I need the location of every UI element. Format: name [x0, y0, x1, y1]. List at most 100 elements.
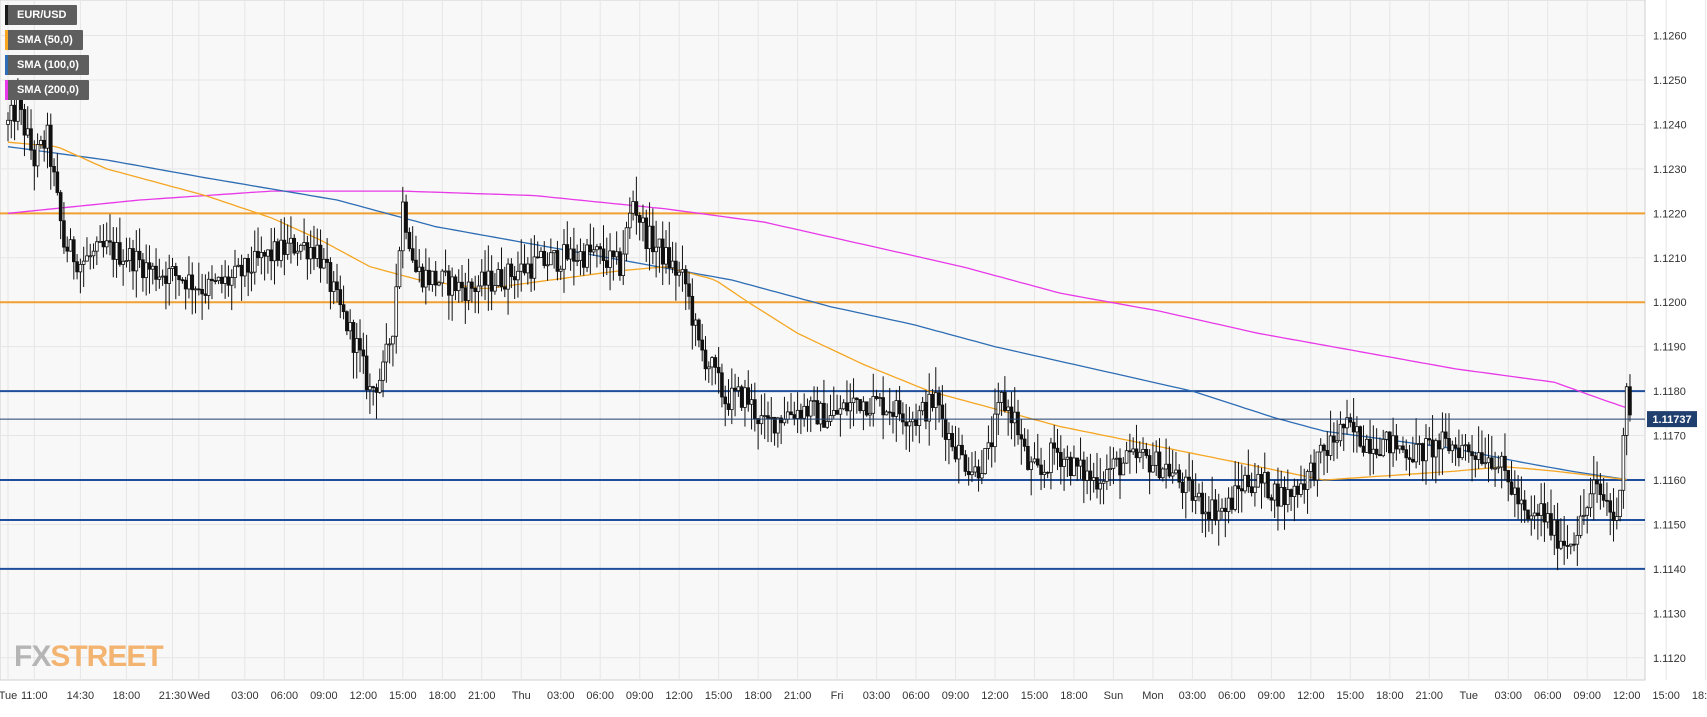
candle — [328, 257, 333, 310]
candle — [1213, 489, 1218, 526]
candle-body — [1394, 435, 1399, 450]
candle — [901, 402, 905, 435]
candle-body — [341, 304, 346, 313]
candle-body — [1286, 489, 1290, 506]
candle-body — [1605, 499, 1609, 502]
legend-label: EUR/USD — [17, 9, 67, 21]
candle-body — [1226, 497, 1231, 513]
candle — [989, 416, 994, 468]
candle-body — [75, 261, 79, 273]
candle — [953, 426, 958, 463]
candle — [1542, 482, 1547, 542]
y-tick-label: 1.1140 — [1653, 564, 1686, 576]
candle — [1496, 455, 1501, 474]
legend-item[interactable]: EUR/USD — [5, 5, 77, 25]
candle — [1325, 431, 1330, 473]
candle-body — [470, 281, 474, 289]
legend-item[interactable]: SMA (50,0) — [5, 30, 83, 50]
candle-body — [598, 246, 602, 250]
candle-body — [272, 241, 277, 262]
candle-body — [1305, 471, 1310, 490]
candle-body — [970, 471, 974, 476]
candle-body — [1259, 474, 1264, 484]
candle-body — [1611, 511, 1616, 521]
candle-body — [147, 262, 152, 270]
candle-body — [1055, 447, 1060, 453]
candle — [48, 113, 53, 190]
legend-item[interactable]: SMA (100,0) — [5, 55, 89, 75]
candle-body — [1032, 458, 1037, 463]
candle — [1453, 437, 1458, 466]
candle — [325, 238, 329, 284]
candle-body — [1174, 469, 1178, 474]
candle — [812, 386, 816, 416]
candle-body — [499, 269, 504, 288]
candle-body — [947, 433, 951, 440]
candle — [164, 261, 168, 310]
candle-body — [35, 144, 40, 167]
candle — [358, 319, 362, 373]
candle — [223, 260, 227, 299]
candle — [108, 214, 112, 256]
candle — [851, 378, 856, 427]
candle-body — [1302, 483, 1307, 490]
candle-body — [391, 335, 395, 345]
candle-body — [1253, 486, 1257, 494]
candle-body — [1545, 513, 1550, 523]
candle-body — [1154, 451, 1159, 466]
candle-body — [901, 413, 905, 423]
candle-body — [749, 399, 754, 405]
candle-body — [447, 270, 451, 296]
candle — [305, 235, 310, 280]
candle-body — [683, 269, 688, 285]
candle-body — [476, 285, 481, 292]
candle-body — [164, 275, 168, 284]
candle-body — [203, 293, 208, 296]
candle — [670, 241, 675, 274]
candle-body — [1114, 457, 1119, 460]
candle — [1476, 426, 1481, 469]
candle-body — [555, 250, 560, 272]
legend-item[interactable]: SMA (200,0) — [5, 80, 89, 100]
candle-body — [1230, 497, 1234, 510]
candle — [29, 109, 33, 160]
candle-body — [134, 250, 139, 272]
candle — [1529, 495, 1534, 536]
candle-body — [716, 366, 721, 374]
candle — [1559, 518, 1563, 551]
candle-body — [1121, 462, 1126, 476]
x-tick-label: 18:00 — [1376, 690, 1404, 702]
candle — [1391, 417, 1395, 467]
candle-body — [223, 276, 227, 284]
candle — [1078, 437, 1083, 480]
candle-body — [493, 285, 497, 292]
candle — [631, 190, 635, 221]
candle — [256, 227, 260, 266]
logo-part-fx: FX — [14, 640, 51, 673]
candle — [85, 237, 89, 262]
candle-body — [960, 444, 964, 456]
candle-body — [1420, 443, 1425, 462]
candle — [881, 376, 885, 440]
candle-body — [1210, 499, 1214, 520]
candle-body — [1489, 457, 1494, 469]
candle — [1026, 429, 1030, 471]
candle — [674, 242, 678, 301]
candle-body — [624, 227, 629, 255]
x-tick-label: 06:00 — [271, 690, 299, 702]
candle — [1591, 456, 1596, 521]
candle-body — [351, 322, 356, 353]
candle-body — [799, 409, 803, 419]
candle-body — [789, 411, 793, 415]
candle-body — [1618, 489, 1622, 517]
candle-body — [229, 277, 234, 286]
candle-body — [980, 473, 984, 479]
candle-body — [772, 416, 777, 434]
candle — [529, 238, 533, 292]
candle — [1154, 440, 1159, 476]
candle-body — [1059, 452, 1063, 467]
candle — [1039, 447, 1043, 491]
candle — [1236, 461, 1241, 514]
candle — [1407, 444, 1412, 477]
candle-body — [1529, 515, 1534, 520]
